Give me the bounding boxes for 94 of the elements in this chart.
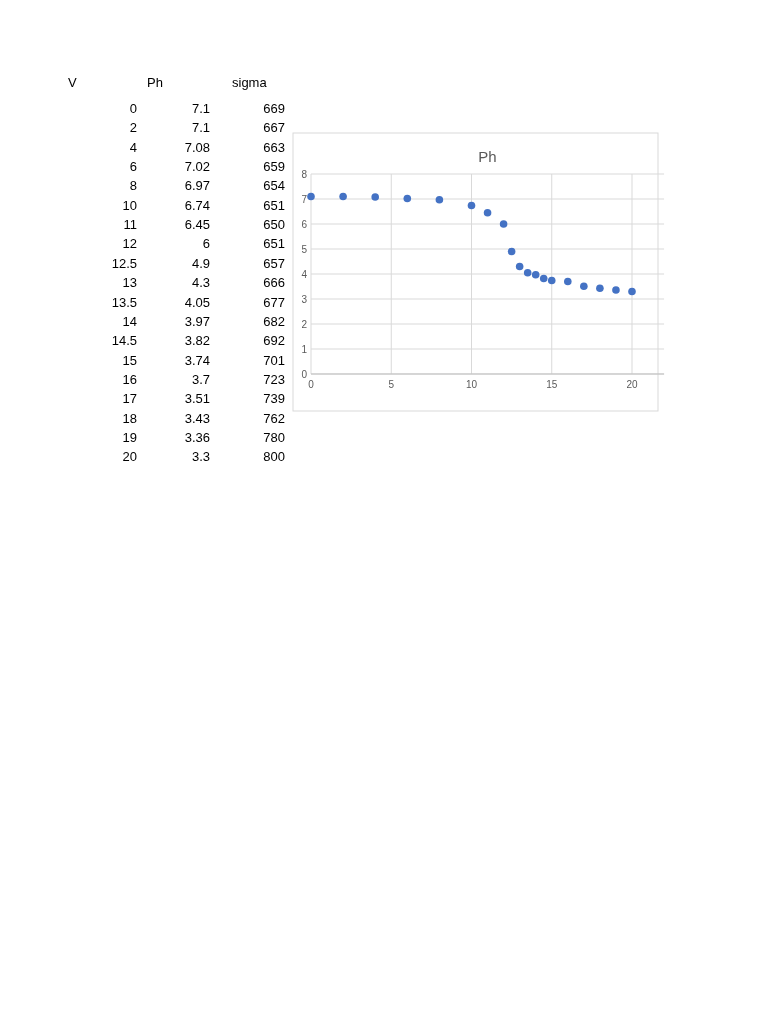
- text: 6: [129, 159, 137, 175]
- text: 3.36: [184, 429, 210, 445]
- text: 12.5: [111, 255, 137, 271]
- text: 20: [122, 449, 137, 465]
- text: 6: [202, 236, 210, 252]
- y-tick-label: 1: [301, 343, 308, 355]
- text: 7.1: [191, 101, 210, 116]
- text: Ph: [147, 74, 163, 90]
- text: 18: [122, 410, 137, 426]
- point: [499, 220, 508, 228]
- text: 3.51: [184, 391, 210, 407]
- text: 7.02: [184, 159, 210, 175]
- text: 762: [263, 410, 285, 426]
- point: [435, 195, 444, 204]
- text: 657: [263, 255, 285, 271]
- point: [515, 262, 524, 271]
- point: [339, 192, 347, 201]
- text: 4: [129, 139, 137, 155]
- text: 666: [263, 275, 285, 291]
- text: 682: [263, 313, 285, 329]
- point: [467, 201, 476, 210]
- point: [628, 287, 636, 296]
- y-tick-label: 6: [301, 218, 308, 230]
- text: 677: [263, 294, 285, 310]
- text: 663: [263, 139, 285, 155]
- text: 800: [263, 449, 285, 465]
- text: 4.3: [191, 275, 210, 291]
- y-tick-label: 5: [301, 243, 308, 255]
- text: 701: [263, 352, 285, 368]
- text: 8: [129, 178, 137, 194]
- text: 14.5: [111, 333, 137, 349]
- x-tick-label: 5: [388, 379, 395, 390]
- text: 723: [263, 371, 285, 387]
- text: 3.74: [184, 352, 210, 368]
- x-tick-label: 0: [308, 379, 315, 390]
- text: 3.7: [191, 371, 210, 387]
- text: 0: [129, 101, 137, 116]
- y-tick-label: 0: [301, 368, 308, 380]
- y-tick-label: 4: [301, 268, 308, 280]
- y-tick-label: 7: [301, 193, 308, 205]
- point: [403, 194, 412, 203]
- point: [539, 274, 548, 283]
- text: 13: [122, 275, 137, 291]
- text: 10: [122, 197, 137, 213]
- y-tick-label: 3: [301, 293, 308, 305]
- y-tick-label: 2: [301, 318, 308, 330]
- text: sigma: [232, 74, 268, 90]
- point: [564, 277, 572, 286]
- point: [547, 276, 556, 285]
- text: 650: [263, 217, 285, 233]
- point: [596, 284, 604, 293]
- text: 780: [263, 429, 285, 445]
- text: 7.1: [191, 120, 210, 136]
- text: 19: [122, 429, 137, 445]
- text: 17: [122, 391, 137, 407]
- text: 3.3: [191, 449, 210, 465]
- point: [371, 193, 379, 201]
- text: 16: [122, 371, 137, 387]
- chart-title: Ph: [478, 148, 497, 165]
- point: [507, 247, 516, 256]
- text: 3.97: [184, 313, 210, 329]
- text: 651: [263, 236, 285, 252]
- text: 6.45: [184, 217, 210, 233]
- text: 4.9: [191, 255, 210, 271]
- point: [483, 208, 492, 217]
- text: 12: [122, 236, 137, 252]
- text: 14: [122, 313, 137, 329]
- point: [612, 286, 620, 294]
- text: 667: [263, 120, 285, 136]
- text: 6.97: [184, 178, 210, 194]
- point: [580, 282, 588, 291]
- text: 4.05: [184, 294, 210, 310]
- text: 7.08: [184, 139, 210, 155]
- text: 2: [129, 120, 137, 136]
- point: [307, 192, 315, 201]
- point: [531, 270, 540, 279]
- text: 6.74: [184, 197, 210, 213]
- text: 651: [263, 197, 285, 213]
- text: 659: [263, 159, 285, 175]
- text: 13.5: [111, 294, 137, 310]
- x-tick-label: 15: [546, 379, 558, 390]
- point: [523, 268, 532, 277]
- text: 3.82: [184, 333, 210, 349]
- text: 15: [122, 352, 137, 368]
- text: 692: [263, 333, 285, 349]
- text: 669: [263, 101, 285, 116]
- x-tick-label: 20: [626, 379, 638, 390]
- text: 3.43: [184, 410, 210, 426]
- y-tick-label: 8: [301, 168, 308, 180]
- text: 739: [263, 391, 285, 407]
- text: V: [68, 74, 77, 90]
- x-tick-label: 10: [465, 379, 478, 390]
- text: 11: [123, 217, 137, 233]
- text: 654: [263, 178, 285, 194]
